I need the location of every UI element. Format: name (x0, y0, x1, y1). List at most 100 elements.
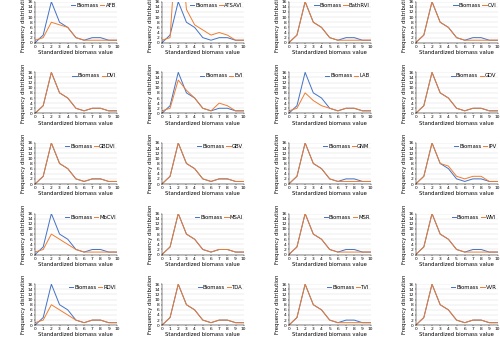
EVI (200, 106, 206, 110)
Legend: Biomass, DVI: Biomass, DVI (72, 73, 117, 79)
Biomass (200, 247, 206, 252)
MSR (326, 247, 332, 252)
EVI (167, 106, 173, 110)
X-axis label: Standardized biomass value: Standardized biomass value (419, 333, 494, 337)
GBV (159, 182, 165, 186)
GBV (208, 179, 214, 183)
GBDVI (106, 179, 112, 183)
Biomass (429, 282, 435, 286)
MSAI (208, 250, 214, 254)
Biomass (368, 38, 374, 42)
DVI (98, 106, 103, 110)
Y-axis label: Frequency distribution: Frequency distribution (148, 0, 153, 52)
MbCVI (81, 250, 87, 254)
BathRVI (335, 38, 341, 42)
Biomass (224, 247, 230, 252)
Biomass (56, 91, 62, 95)
Biomass (192, 25, 198, 29)
MbCVI (64, 242, 70, 246)
Biomass (159, 111, 165, 116)
Biomass (48, 0, 54, 4)
RDVI (64, 313, 70, 317)
IPV (478, 174, 484, 179)
Biomass (106, 321, 112, 325)
GBV (232, 179, 238, 183)
WVI (478, 250, 484, 254)
Biomass (494, 109, 500, 113)
Biomass (73, 36, 79, 40)
BathRVI (302, 0, 308, 4)
AFB (64, 25, 70, 29)
Biomass (494, 38, 500, 42)
TVI (294, 316, 300, 320)
GBDVI (56, 161, 62, 166)
LAB (302, 91, 308, 95)
RDVI (73, 318, 79, 322)
Line: Biomass: Biomass (162, 2, 244, 43)
Biomass (90, 106, 96, 110)
MbCVI (48, 232, 54, 236)
TDA (232, 321, 238, 325)
Biomass (326, 318, 332, 322)
Biomass (73, 247, 79, 252)
Biomass (302, 211, 308, 216)
Biomass (81, 321, 87, 325)
GNM (360, 179, 366, 183)
Biomass (368, 179, 374, 183)
Biomass (343, 36, 349, 40)
Biomass (478, 177, 484, 181)
Biomass (98, 106, 103, 110)
Line: LAB: LAB (289, 93, 370, 111)
VVR (494, 321, 500, 325)
Biomass (310, 20, 316, 24)
Biomass (114, 179, 120, 183)
Line: Biomass: Biomass (162, 143, 244, 184)
Biomass (40, 245, 46, 249)
Biomass (200, 318, 206, 322)
Line: Biomass: Biomass (416, 213, 498, 255)
Biomass (351, 318, 357, 322)
Y-axis label: Frequency distribution: Frequency distribution (22, 275, 26, 334)
GNM (310, 161, 316, 166)
X-axis label: Standardized biomass value: Standardized biomass value (38, 121, 114, 126)
Biomass (360, 179, 366, 183)
Biomass (318, 308, 324, 312)
Biomass (302, 70, 308, 74)
Line: Biomass: Biomass (35, 213, 117, 255)
MbCVI (90, 250, 96, 254)
Biomass (90, 177, 96, 181)
Legend: Biomass, WVI: Biomass, WVI (451, 214, 497, 220)
Biomass (437, 20, 443, 24)
Line: Biomass: Biomass (289, 143, 370, 184)
Biomass (429, 0, 435, 4)
LAB (351, 106, 357, 110)
Biomass (421, 33, 427, 37)
Biomass (81, 38, 87, 42)
GBDVI (32, 182, 38, 186)
VVR (446, 308, 452, 312)
Y-axis label: Frequency distribution: Frequency distribution (402, 134, 407, 193)
Biomass (462, 250, 468, 254)
X-axis label: Standardized biomass value: Standardized biomass value (292, 191, 367, 196)
Biomass (302, 141, 308, 145)
Biomass (478, 36, 484, 40)
LAB (294, 106, 300, 110)
WVI (437, 232, 443, 236)
Line: BathRVI: BathRVI (289, 2, 370, 43)
TDA (176, 282, 182, 286)
IPV (437, 161, 443, 166)
Biomass (90, 247, 96, 252)
AFB (90, 38, 96, 42)
Biomass (208, 179, 214, 183)
Biomass (478, 106, 484, 110)
Biomass (64, 166, 70, 171)
Biomass (494, 179, 500, 183)
Biomass (64, 25, 70, 29)
TDA (192, 308, 198, 312)
MSR (310, 232, 316, 236)
MSR (302, 211, 308, 216)
TVI (302, 282, 308, 286)
Line: Biomass: Biomass (289, 2, 370, 43)
Biomass (208, 321, 214, 325)
Biomass (240, 321, 246, 325)
